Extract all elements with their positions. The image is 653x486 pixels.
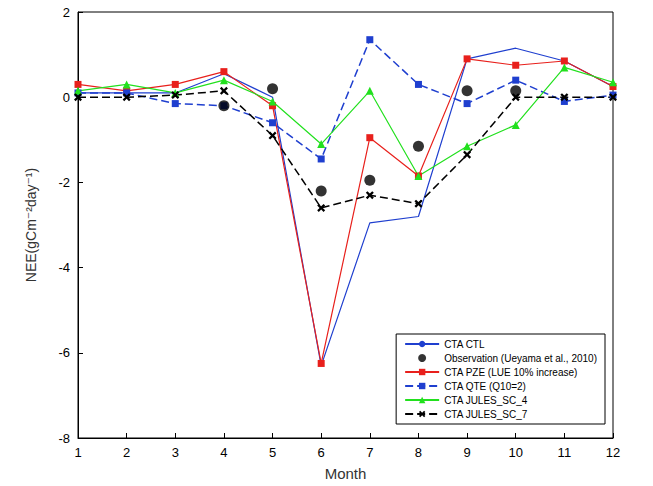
svg-text:8: 8 xyxy=(415,445,422,460)
svg-text:5: 5 xyxy=(269,445,276,460)
svg-text:Observation (Ueyama et al., 20: Observation (Ueyama et al., 2010) xyxy=(444,353,597,364)
svg-text:Month: Month xyxy=(325,465,367,482)
svg-text:6: 6 xyxy=(318,445,325,460)
svg-text:NEE(gCm⁻²day⁻¹): NEE(gCm⁻²day⁻¹) xyxy=(23,168,39,282)
svg-text:-6: -6 xyxy=(58,345,70,360)
svg-text:CTA CTL: CTA CTL xyxy=(444,339,485,350)
svg-text:CTA JULES_SC_4: CTA JULES_SC_4 xyxy=(444,395,528,406)
svg-text:-2: -2 xyxy=(58,175,70,190)
svg-text:10: 10 xyxy=(508,445,522,460)
svg-text:1: 1 xyxy=(74,445,81,460)
svg-text:9: 9 xyxy=(463,445,470,460)
svg-text:0: 0 xyxy=(63,90,70,105)
svg-text:11: 11 xyxy=(558,445,572,460)
svg-text:CTA JULES_SC_7: CTA JULES_SC_7 xyxy=(444,409,528,420)
svg-text:2: 2 xyxy=(123,445,130,460)
svg-text:3: 3 xyxy=(172,445,179,460)
svg-text:CTA PZE (LUE 10% increase): CTA PZE (LUE 10% increase) xyxy=(444,367,577,378)
svg-text:4: 4 xyxy=(220,445,227,460)
svg-text:-4: -4 xyxy=(58,260,70,275)
svg-text:12: 12 xyxy=(606,445,620,460)
svg-text:-8: -8 xyxy=(58,431,70,446)
svg-text:2: 2 xyxy=(63,5,70,20)
svg-text:CTA QTE (Q10=2): CTA QTE (Q10=2) xyxy=(444,381,526,392)
svg-text:7: 7 xyxy=(366,445,373,460)
